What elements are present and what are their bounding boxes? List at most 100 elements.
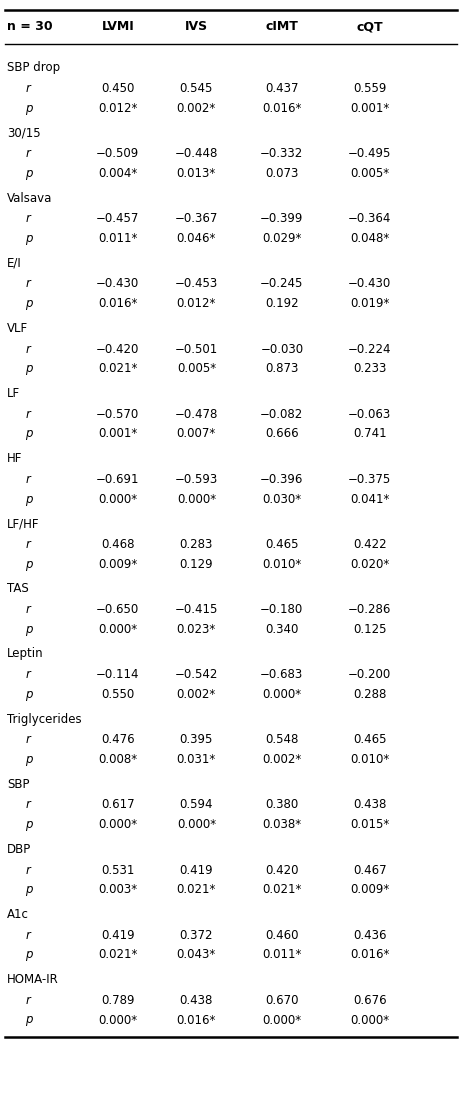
Text: 0.548: 0.548 <box>265 733 298 747</box>
Text: 0.559: 0.559 <box>353 82 386 95</box>
Text: p: p <box>25 427 33 440</box>
Text: 0.422: 0.422 <box>353 538 386 551</box>
Text: −0.542: −0.542 <box>175 668 218 681</box>
Text: 0.531: 0.531 <box>101 864 134 877</box>
Text: SBP drop: SBP drop <box>7 61 60 74</box>
Text: 0.000*: 0.000* <box>98 1013 137 1026</box>
Text: −0.509: −0.509 <box>96 147 140 160</box>
Text: 0.000*: 0.000* <box>177 492 216 505</box>
Text: 0.000*: 0.000* <box>177 818 216 831</box>
Text: 0.046*: 0.046* <box>176 232 216 246</box>
Text: E/I: E/I <box>7 257 22 270</box>
Text: 0.001*: 0.001* <box>350 102 389 115</box>
Text: 0.000*: 0.000* <box>98 818 137 831</box>
Text: LVMI: LVMI <box>102 21 134 33</box>
Text: 30/15: 30/15 <box>7 126 41 139</box>
Text: −0.495: −0.495 <box>348 147 391 160</box>
Text: −0.650: −0.650 <box>96 603 140 616</box>
Text: 0.012*: 0.012* <box>98 102 138 115</box>
Text: r: r <box>25 668 30 681</box>
Text: 0.038*: 0.038* <box>262 818 301 831</box>
Text: 0.016*: 0.016* <box>98 298 138 310</box>
Text: 0.016*: 0.016* <box>176 1013 216 1026</box>
Text: −0.396: −0.396 <box>260 472 304 486</box>
Text: p: p <box>25 623 33 636</box>
Text: cIMT: cIMT <box>265 21 298 33</box>
Text: 0.450: 0.450 <box>101 82 134 95</box>
Text: 0.419: 0.419 <box>180 864 213 877</box>
Text: 0.012*: 0.012* <box>176 298 216 310</box>
Text: Valsava: Valsava <box>7 191 52 205</box>
Text: 0.010*: 0.010* <box>350 753 389 766</box>
Text: 0.048*: 0.048* <box>350 232 389 246</box>
Text: p: p <box>25 167 33 180</box>
Text: 0.021*: 0.021* <box>98 948 138 961</box>
Text: HF: HF <box>7 452 22 466</box>
Text: 0.043*: 0.043* <box>177 948 216 961</box>
Text: p: p <box>25 557 33 571</box>
Text: 0.545: 0.545 <box>180 82 213 95</box>
Text: 0.340: 0.340 <box>265 623 298 636</box>
Text: A1c: A1c <box>7 908 29 921</box>
Text: 0.005*: 0.005* <box>177 363 216 375</box>
Text: SBP: SBP <box>7 778 30 791</box>
Text: 0.395: 0.395 <box>180 733 213 747</box>
Text: 0.380: 0.380 <box>265 799 298 812</box>
Text: 0.013*: 0.013* <box>177 167 216 180</box>
Text: 0.029*: 0.029* <box>262 232 302 246</box>
Text: 0.009*: 0.009* <box>98 557 137 571</box>
Text: −0.457: −0.457 <box>96 212 140 226</box>
Text: p: p <box>25 492 33 505</box>
Text: r: r <box>25 343 30 355</box>
Text: −0.030: −0.030 <box>260 343 304 355</box>
Text: 0.233: 0.233 <box>353 363 386 375</box>
Text: cQT: cQT <box>356 21 383 33</box>
Text: 0.125: 0.125 <box>353 623 386 636</box>
Text: 0.666: 0.666 <box>265 427 298 440</box>
Text: 0.436: 0.436 <box>353 929 386 941</box>
Text: −0.200: −0.200 <box>348 668 391 681</box>
Text: r: r <box>25 864 30 877</box>
Text: 0.016*: 0.016* <box>350 948 389 961</box>
Text: 0.073: 0.073 <box>265 167 298 180</box>
Text: 0.020*: 0.020* <box>350 557 389 571</box>
Text: −0.375: −0.375 <box>348 472 391 486</box>
Text: p: p <box>25 884 33 896</box>
Text: 0.002*: 0.002* <box>177 102 216 115</box>
Text: p: p <box>25 818 33 831</box>
Text: 0.465: 0.465 <box>265 538 298 551</box>
Text: 0.021*: 0.021* <box>98 363 138 375</box>
Text: r: r <box>25 538 30 551</box>
Text: 0.467: 0.467 <box>353 864 386 877</box>
Text: −0.082: −0.082 <box>260 408 304 420</box>
Text: 0.594: 0.594 <box>180 799 213 812</box>
Text: 0.000*: 0.000* <box>98 623 137 636</box>
Text: 0.002*: 0.002* <box>262 753 301 766</box>
Text: 0.438: 0.438 <box>353 799 386 812</box>
Text: p: p <box>25 948 33 961</box>
Text: Leptin: Leptin <box>7 647 43 660</box>
Text: −0.448: −0.448 <box>175 147 218 160</box>
Text: 0.419: 0.419 <box>101 929 134 941</box>
Text: 0.000*: 0.000* <box>350 1013 389 1026</box>
Text: 0.617: 0.617 <box>101 799 134 812</box>
Text: 0.031*: 0.031* <box>177 753 216 766</box>
Text: 0.019*: 0.019* <box>350 298 389 310</box>
Text: 0.003*: 0.003* <box>98 884 137 896</box>
Text: 0.420: 0.420 <box>265 864 298 877</box>
Text: 0.016*: 0.016* <box>262 102 302 115</box>
Text: 0.476: 0.476 <box>101 733 134 747</box>
Text: 0.015*: 0.015* <box>350 818 389 831</box>
Text: 0.009*: 0.009* <box>350 884 389 896</box>
Text: 0.000*: 0.000* <box>262 688 301 701</box>
Text: 0.023*: 0.023* <box>177 623 216 636</box>
Text: 0.011*: 0.011* <box>98 232 138 246</box>
Text: 0.041*: 0.041* <box>350 492 389 505</box>
Text: −0.063: −0.063 <box>348 408 391 420</box>
Text: −0.593: −0.593 <box>175 472 218 486</box>
Text: 0.789: 0.789 <box>101 994 134 1006</box>
Text: −0.478: −0.478 <box>175 408 218 420</box>
Text: 0.021*: 0.021* <box>262 884 302 896</box>
Text: n = 30: n = 30 <box>7 21 53 33</box>
Text: −0.245: −0.245 <box>260 278 304 291</box>
